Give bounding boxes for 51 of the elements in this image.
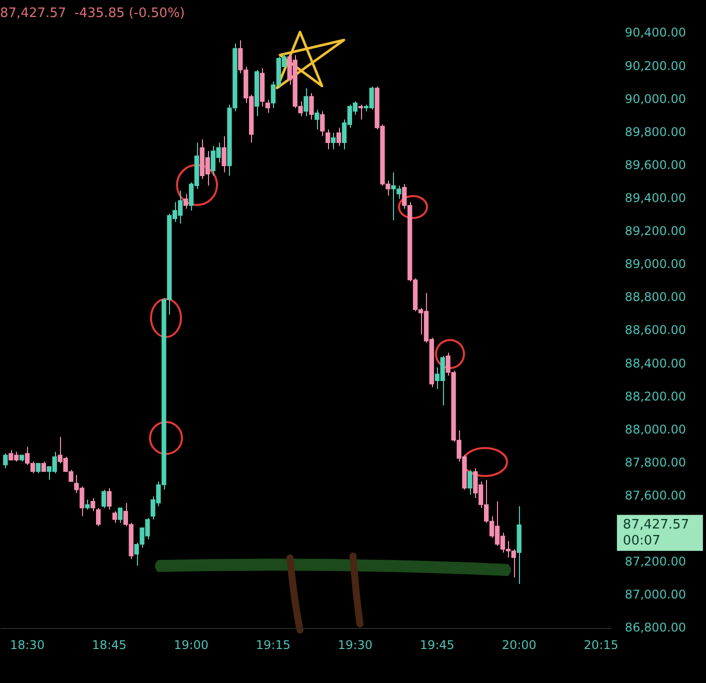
- candlestick: [309, 92, 314, 120]
- y-tick-label: 86,800.00: [624, 620, 686, 635]
- candlestick: [183, 193, 188, 210]
- candlestick: [222, 136, 226, 173]
- candlestick: [358, 104, 363, 120]
- candlestick: [265, 99, 270, 114]
- x-tick-label: 19:30: [338, 638, 372, 652]
- x-tick-label: 19:00: [174, 638, 209, 652]
- y-tick-label: 87,600.00: [624, 488, 686, 503]
- candlestick: [101, 489, 106, 508]
- x-tick-label: 18:30: [10, 638, 45, 652]
- y-tick-label: 88,000.00: [624, 422, 686, 436]
- y-tick-label: 88,200.00: [624, 389, 686, 404]
- candlestick: [112, 510, 118, 524]
- x-tick-label: 20:15: [584, 638, 618, 652]
- x-tick-label: 19:45: [420, 638, 454, 652]
- x-tick-label: 18:45: [92, 638, 127, 652]
- candlestick: [468, 469, 472, 496]
- candlestick: [314, 109, 320, 130]
- candlestick: [118, 507, 123, 524]
- y-tick-label: 87,000.00: [624, 588, 686, 602]
- y-tick-label: 90,200.00: [624, 58, 686, 73]
- y-tick-label: 88,600.00: [624, 323, 686, 338]
- y-tick-label: 90,400.00: [624, 26, 686, 40]
- candlestick: [336, 127, 342, 146]
- chart-title: 87,427.57 -435.85 (-0.50%): [0, 6, 185, 22]
- x-tick-label: 20:00: [502, 638, 536, 652]
- y-tick-label: 89,400.00: [624, 191, 686, 206]
- y-tick-label: 89,600.00: [624, 158, 686, 172]
- candlestick: [90, 498, 96, 512]
- candlestick: [36, 462, 41, 474]
- y-tick-label: 88,400.00: [624, 356, 686, 370]
- y-tick-label: 87,200.00: [624, 554, 686, 569]
- y-tick-label: 89,200.00: [624, 224, 686, 238]
- x-tick-label: 19:15: [256, 638, 290, 652]
- candlestick: [326, 128, 330, 150]
- candlestick: [41, 461, 46, 472]
- candlestick: [320, 110, 325, 137]
- y-tick-label: 87,800.00: [624, 455, 686, 470]
- candlestick: [304, 88, 308, 117]
- text: 00:07: [622, 533, 660, 548]
- candlestick: [106, 488, 112, 510]
- y-tick-label: 90,000.00: [624, 92, 686, 106]
- candlestick: [330, 132, 336, 150]
- candlestick: [3, 452, 8, 469]
- candlestick: [96, 507, 101, 527]
- y-tick-label: 89,000.00: [624, 257, 686, 272]
- y-tick-label: 88,800.00: [624, 290, 686, 304]
- y-tick-label: 89,800.00: [624, 124, 686, 139]
- candlestick: [85, 499, 90, 510]
- text: 87,427.57: [622, 517, 690, 532]
